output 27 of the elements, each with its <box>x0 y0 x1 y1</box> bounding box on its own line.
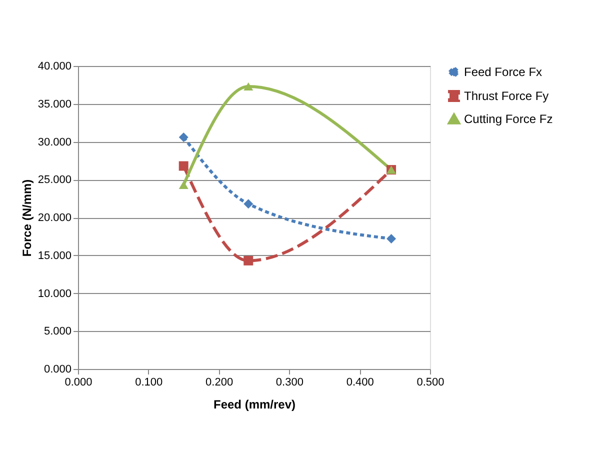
x-axis-title: Feed (mm/rev) <box>213 398 296 412</box>
point <box>244 256 254 266</box>
legend-label: Thrust Force Fy <box>464 89 549 103</box>
x-tick-label: 0.000 <box>64 376 92 388</box>
y-tick-label: 30.000 <box>38 136 72 148</box>
y-tick-label: 40.000 <box>38 60 72 72</box>
y-tick-label: 20.000 <box>38 212 72 224</box>
x-tick-label: 0.400 <box>346 376 374 388</box>
point <box>386 234 396 244</box>
y-tick-label: 25.000 <box>38 174 72 186</box>
point <box>178 132 188 142</box>
y-tick-label: 5.000 <box>44 326 72 338</box>
x-tick-label: 0.100 <box>135 376 163 388</box>
legend-label: Cutting Force Fz <box>464 112 553 126</box>
legend-label: Feed Force Fx <box>464 65 542 79</box>
y-axis-title: Force (N/mm) <box>20 179 34 257</box>
point <box>178 180 188 190</box>
y-tick-label: 15.000 <box>38 250 72 262</box>
y-tick-label: 0.000 <box>44 364 72 376</box>
point <box>178 161 188 171</box>
x-tick-label: 0.500 <box>416 376 444 388</box>
point <box>244 199 254 209</box>
point <box>244 82 254 91</box>
y-tick-label: 35.000 <box>38 98 72 110</box>
x-tick-label: 0.300 <box>276 376 304 388</box>
x-tick-label: 0.200 <box>206 376 234 388</box>
y-tick-label: 10.000 <box>38 288 72 300</box>
